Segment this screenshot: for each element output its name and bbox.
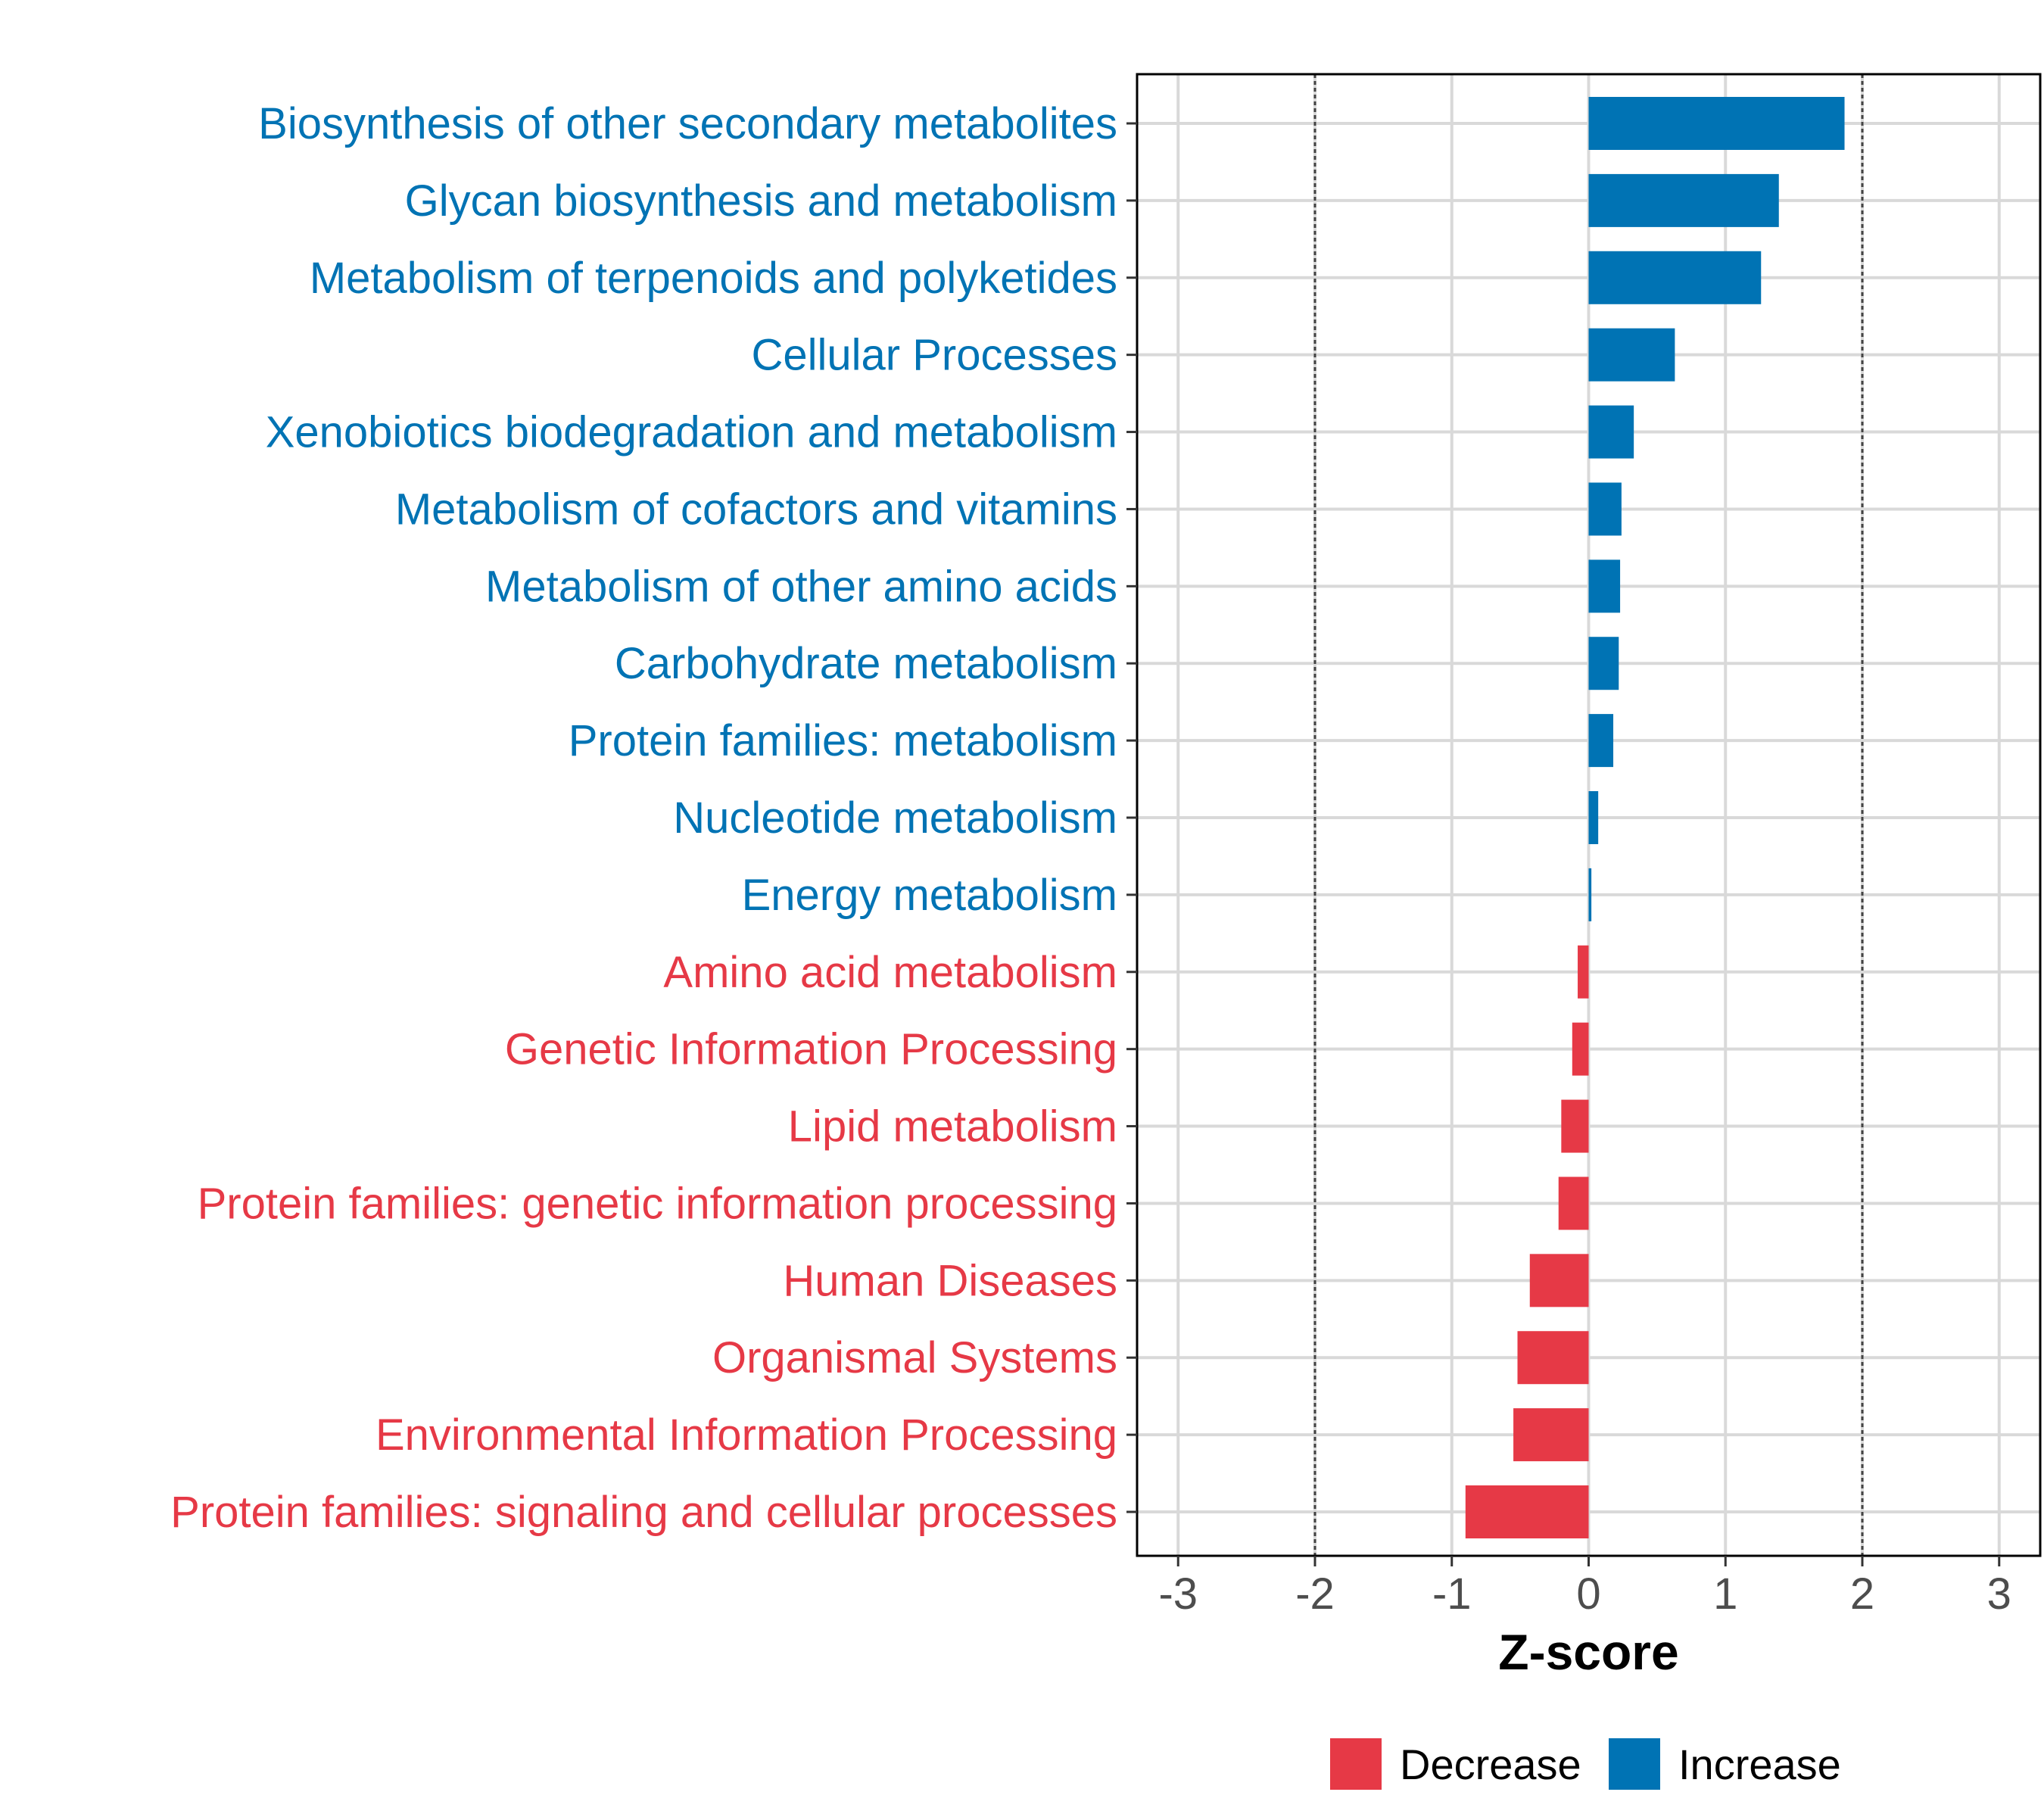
legend-swatch-decrease xyxy=(1330,1738,1382,1790)
bar-14 xyxy=(1558,1177,1589,1230)
category-label: Organismal Systems xyxy=(712,1333,1117,1382)
x-tick-label: 2 xyxy=(1850,1569,1874,1619)
bar-12 xyxy=(1572,1022,1589,1076)
category-label: Genetic Information Processing xyxy=(505,1025,1117,1074)
category-label: Biosynthesis of other secondary metaboli… xyxy=(258,99,1117,148)
category-label: Lipid metabolism xyxy=(788,1102,1117,1152)
bar-11 xyxy=(1578,945,1589,999)
legend-label-increase: Increase xyxy=(1678,1741,1841,1788)
y-axis-ticks xyxy=(1126,122,1137,1513)
x-axis-ticks xyxy=(1176,1556,2001,1566)
x-axis-tick-labels: -3 -2 -1 0 1 2 3 xyxy=(1158,1569,2011,1619)
reference-lines xyxy=(1313,74,1864,1556)
bar-4 xyxy=(1588,405,1634,459)
category-label: Metabolism of cofactors and vitamins xyxy=(395,485,1117,534)
legend-label-decrease: Decrease xyxy=(1400,1741,1581,1788)
bar-7 xyxy=(1588,637,1619,690)
x-tick-label: -1 xyxy=(1432,1569,1472,1619)
bar-10 xyxy=(1588,868,1592,921)
category-label: Environmental Information Processing xyxy=(375,1410,1117,1460)
bars xyxy=(1465,97,1845,1538)
bar-5 xyxy=(1588,482,1622,536)
bar-3 xyxy=(1588,328,1675,382)
x-tick-label: 0 xyxy=(1576,1569,1600,1619)
category-label: Nucleotide metabolism xyxy=(673,793,1117,843)
category-label: Energy metabolism xyxy=(742,871,1117,920)
category-label: Human Diseases xyxy=(783,1256,1117,1305)
bar-9 xyxy=(1588,791,1599,844)
x-tick-label: 3 xyxy=(1987,1569,2011,1619)
bar-1 xyxy=(1588,173,1779,227)
bar-6 xyxy=(1588,559,1621,613)
category-label: Protein families: genetic information pr… xyxy=(198,1179,1117,1228)
bar-13 xyxy=(1561,1099,1589,1153)
legend-swatch-increase xyxy=(1609,1738,1660,1790)
bar-17 xyxy=(1513,1408,1589,1462)
legend: Decrease Increase xyxy=(1330,1738,1841,1790)
category-label: Amino acid metabolism xyxy=(663,948,1117,997)
category-label: Protein families: metabolism xyxy=(569,716,1117,765)
x-axis-title: Z-score xyxy=(1498,1624,1678,1680)
x-tick-label: -2 xyxy=(1295,1569,1335,1619)
y-axis-labels: Biosynthesis of other secondary metaboli… xyxy=(170,99,1117,1537)
category-label: Metabolism of other amino acids xyxy=(485,562,1117,611)
bar-18 xyxy=(1465,1485,1589,1538)
bar-16 xyxy=(1517,1331,1589,1385)
bar-8 xyxy=(1588,714,1614,768)
x-tick-label: 1 xyxy=(1713,1569,1737,1619)
category-label: Protein families: signaling and cellular… xyxy=(170,1488,1117,1537)
bar-15 xyxy=(1529,1254,1589,1307)
category-label: Cellular Processes xyxy=(751,331,1117,380)
bar-2 xyxy=(1588,251,1762,304)
category-label: Xenobiotics biodegradation and metabolis… xyxy=(266,408,1117,457)
category-label: Metabolism of terpenoids and polyketides xyxy=(310,254,1117,303)
x-tick-label: -3 xyxy=(1158,1569,1198,1619)
bar-0 xyxy=(1588,97,1845,150)
category-label: Carbohydrate metabolism xyxy=(615,639,1117,688)
category-label: Glycan biosynthesis and metabolism xyxy=(405,176,1117,226)
